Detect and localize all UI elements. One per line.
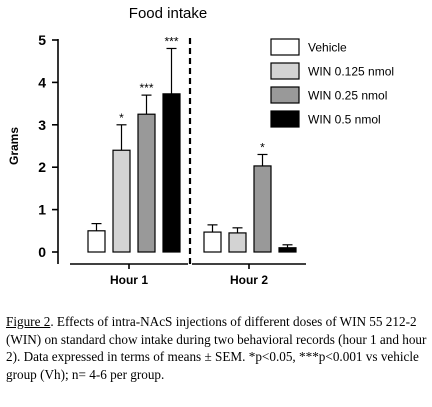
bars: ********	[87, 34, 297, 253]
legend-label: Vehicle	[308, 41, 347, 55]
significance-label: ***	[164, 34, 178, 48]
significance-label: *	[119, 111, 124, 125]
significance-label: ***	[139, 81, 153, 95]
legend: Vehicle WIN 0.125 nmol WIN 0.25 nmol WIN 0.…	[270, 38, 394, 128]
x-tick-label: Hour 1	[110, 273, 148, 287]
bar	[137, 113, 156, 253]
y-tick-label: 2	[38, 159, 46, 175]
bar	[162, 93, 181, 253]
legend-label: WIN 0.125 nmol	[308, 65, 394, 79]
legend-swatch	[270, 86, 300, 104]
legend-swatch	[270, 110, 300, 128]
y-tick-label: 4	[38, 74, 46, 90]
bar	[87, 230, 106, 253]
legend-swatch	[270, 62, 300, 80]
bar	[228, 232, 247, 253]
legend-label: WIN 0.25 nmol	[308, 89, 387, 103]
bar	[278, 247, 297, 253]
bar	[203, 231, 222, 253]
caption-text: . Effects of intra-NAcS injections of di…	[6, 314, 427, 382]
significance-label: *	[260, 140, 265, 154]
y-tick-label: 5	[38, 32, 46, 48]
axes: 0 1 2 3 4 5 Hour 1 Hour 2	[38, 32, 306, 287]
legend-swatch	[270, 38, 300, 56]
caption-label: Figure 2	[6, 314, 51, 329]
y-tick-label: 1	[38, 202, 46, 218]
figure-caption: Figure 2. Effects of intra-NAcS injectio…	[6, 313, 428, 383]
bar	[253, 165, 272, 253]
legend-label: WIN 0.5 nmol	[308, 113, 381, 127]
chart-title: Food intake	[129, 5, 207, 22]
y-axis-label: Grams	[7, 127, 21, 165]
x-tick-label: Hour 2	[230, 273, 268, 287]
y-tick-label: 3	[38, 117, 46, 133]
y-tick-label: 0	[38, 244, 46, 260]
bar	[112, 149, 131, 253]
